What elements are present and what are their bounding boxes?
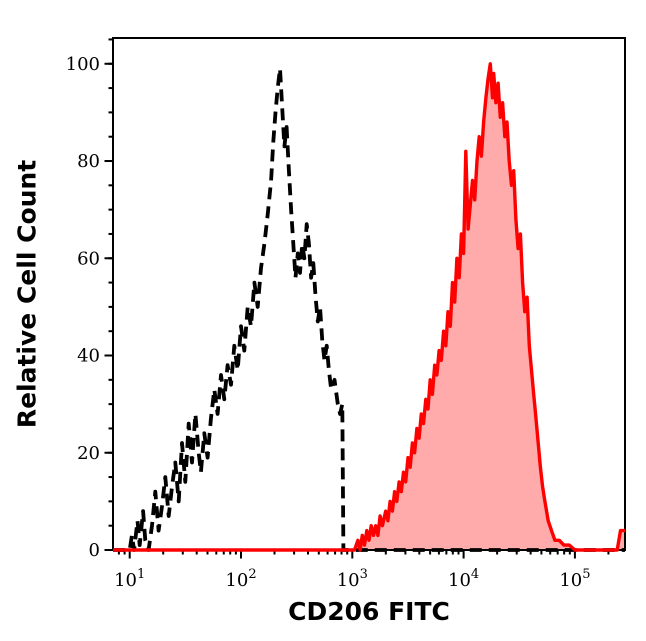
x-axis-title: CD206 FITC — [288, 597, 450, 626]
series-line-isotype-control — [113, 66, 625, 552]
axis-tick-labels: 101 102 103 104 105 0 20 40 60 80 100 — [66, 54, 591, 591]
x-tick-label: 105 — [559, 567, 590, 591]
x-tick-label: 102 — [225, 567, 256, 591]
series-line-cd206-fitc — [113, 62, 625, 552]
y-tick-label: 100 — [66, 54, 100, 75]
y-tick-label: 60 — [77, 248, 100, 269]
y-tick-label: 20 — [77, 443, 100, 464]
x-tick-label: 103 — [337, 567, 368, 591]
y-tick-label: 40 — [77, 346, 100, 367]
series-fill-cd206-fitc — [113, 63, 625, 551]
y-tick-label: 0 — [89, 540, 100, 561]
x-tick-label: 104 — [448, 567, 479, 591]
plot-frame — [112, 37, 626, 551]
y-tick-label: 80 — [77, 151, 100, 172]
x-tick-label: 101 — [114, 567, 145, 591]
